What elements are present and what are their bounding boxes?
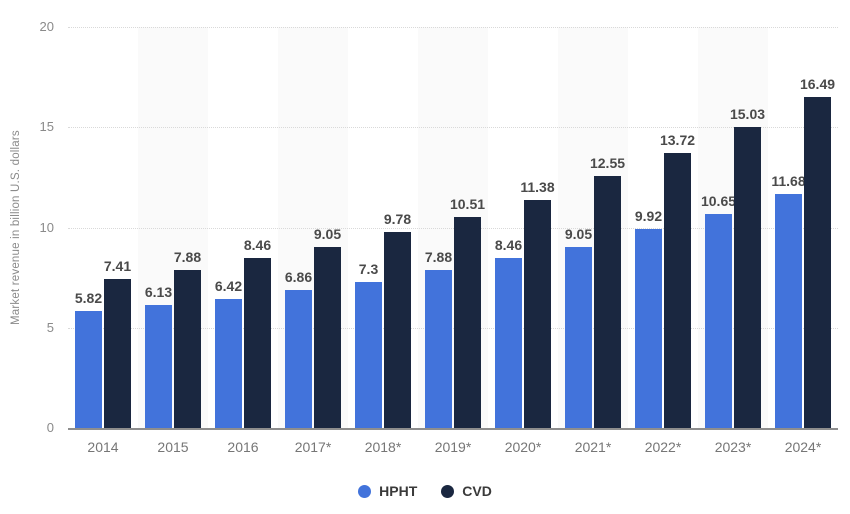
bar-cvd-2017[interactable] [314,247,341,428]
x-axis-category-label: 2022* [644,439,682,455]
bar-value-label: 13.72 [659,132,696,148]
gridline [68,27,838,28]
bar-value-label: 7.3 [358,261,379,277]
bar-cvd-2018[interactable] [384,232,411,428]
bar-value-label: 15.03 [729,106,766,122]
legend-item-cvd[interactable]: CVD [441,483,492,499]
bar-value-label: 9.05 [564,226,593,242]
y-axis-tick-label: 20 [39,19,54,34]
bar-value-label: 16.49 [799,76,836,92]
x-axis-category-label: 2015 [157,439,189,455]
bar-hpht-2021[interactable] [565,247,592,428]
bar-value-label: 5.82 [74,290,103,306]
legend: HPHT CVD [0,480,850,502]
bar-hpht-2019[interactable] [425,270,452,428]
x-axis-category-label: 2014 [87,439,119,455]
x-axis-category-label: 2016 [227,439,259,455]
bar-hpht-2016[interactable] [215,299,242,428]
bar-hpht-2023[interactable] [705,214,732,428]
gridline [68,127,838,129]
bar-value-label: 11.68 [771,173,806,189]
bar-value-label: 6.13 [144,284,173,300]
bar-value-label: 6.86 [284,269,313,285]
bar-value-label: 6.42 [214,278,243,294]
bar-cvd-2024[interactable] [804,97,831,428]
x-axis-category-label: 2020* [504,439,542,455]
x-axis-line [68,428,838,430]
y-axis-tick-label: 15 [39,119,54,135]
bar-hpht-2015[interactable] [145,305,172,428]
y-axis-tick-label: 10 [39,219,54,235]
bar-value-label: 7.88 [173,249,202,265]
legend-cvd-dot-icon [441,484,455,498]
x-axis-category-label: 2018* [364,439,402,455]
gridline [68,227,838,229]
bar-cvd-2022[interactable] [664,153,691,428]
bar-cvd-2020[interactable] [524,200,551,428]
bar-hpht-2017[interactable] [285,290,312,428]
bar-hpht-2024[interactable] [775,194,802,428]
bar-hpht-2014[interactable] [75,311,102,428]
bar-value-label: 7.88 [424,249,453,265]
legend-item-hpht[interactable]: HPHT [358,483,417,499]
bar-value-label: 7.41 [103,258,132,274]
x-axis-category-label: 2023* [714,439,752,455]
bar-value-label: 12.55 [589,155,626,171]
bar-value-label: 10.51 [449,196,486,212]
y-axis-tick-label: 0 [46,420,54,435]
bar-value-label: 8.46 [494,237,523,253]
bar-cvd-2014[interactable] [104,279,131,428]
bar-cvd-2016[interactable] [244,258,271,428]
bar-value-label: 9.92 [634,208,663,224]
bar-value-label: 9.05 [313,226,342,242]
x-axis-category-label: 2017* [294,439,332,455]
bar-hpht-2020[interactable] [495,258,522,428]
legend-label-hpht: HPHT [379,483,418,499]
bar-value-label: 8.46 [243,237,272,253]
legend-label-cvd: CVD [462,483,492,499]
bar-value-label: 10.65 [700,193,737,209]
bar-value-label: 11.38 [520,179,555,195]
bar-hpht-2022[interactable] [635,229,662,428]
bar-cvd-2015[interactable] [174,270,201,428]
bar-cvd-2019[interactable] [454,217,481,428]
bar-cvd-2023[interactable] [734,127,761,428]
legend-hpht-dot-icon [358,484,372,498]
gridline [68,327,838,329]
bar-hpht-2018[interactable] [355,282,382,428]
x-axis-category-label: 2021* [574,439,612,455]
y-axis-tick-label: 5 [46,319,54,335]
x-axis-category-label: 2019* [434,439,472,455]
bar-value-label: 9.78 [383,211,412,227]
x-axis-category-label: 2024* [784,439,822,455]
bar-cvd-2021[interactable] [594,176,621,428]
